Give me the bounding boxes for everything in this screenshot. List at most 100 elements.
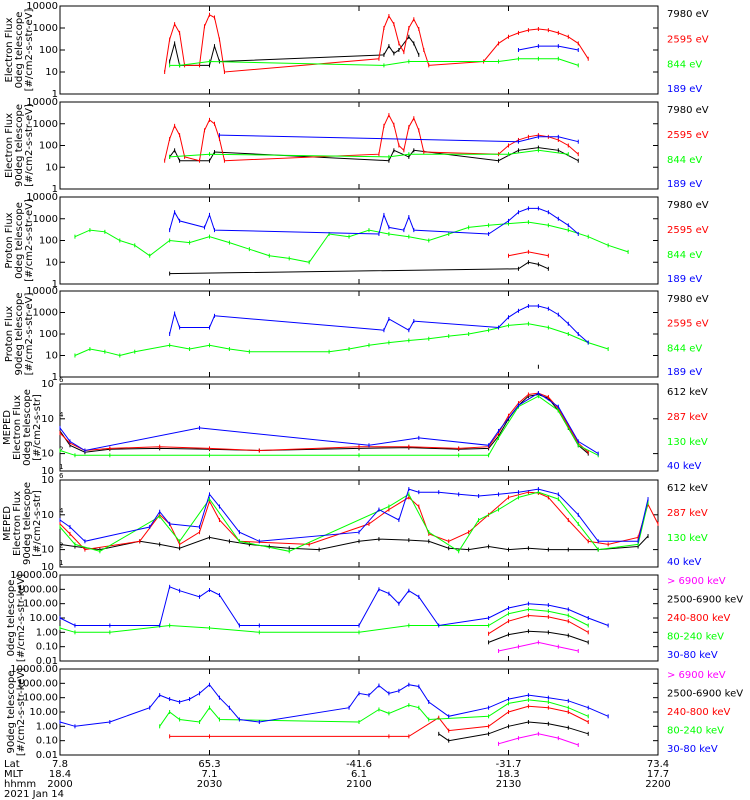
legend-entry: 189 eV bbox=[667, 367, 702, 378]
series-line bbox=[169, 147, 579, 162]
y-tick-label: 1000 bbox=[33, 23, 58, 34]
y-tick-label: 10 bbox=[41, 449, 54, 460]
legend-entry: 844 eV bbox=[667, 343, 702, 354]
y-tick-label: 0.10 bbox=[36, 736, 58, 747]
series-line bbox=[164, 14, 589, 73]
legend-entry: 80-240 keV bbox=[667, 632, 724, 643]
y-axis-label-line: MEPED bbox=[2, 410, 13, 445]
series-line bbox=[164, 113, 579, 162]
legend-entry: 844 eV bbox=[667, 60, 702, 71]
series-line bbox=[488, 614, 589, 635]
legend-entry: 189 eV bbox=[667, 274, 702, 285]
series-line bbox=[518, 45, 579, 51]
y-tick-label: 0.10 bbox=[36, 642, 58, 653]
y-axis-label-line: [#/cm2-s-str] bbox=[32, 490, 43, 557]
y-axis-label-line: 0deg telescope bbox=[14, 12, 25, 89]
series-line bbox=[159, 699, 589, 727]
y-tick-label: 100 bbox=[39, 45, 58, 56]
y-tick-label: 10 bbox=[41, 475, 54, 486]
y-tick-label: 10 bbox=[41, 545, 54, 556]
legend-entry: 2595 eV bbox=[667, 319, 709, 330]
legend-entry: 240-800 keV bbox=[667, 613, 731, 624]
legend-entry: 80-240 keV bbox=[667, 726, 724, 737]
x-tick-label-hhmm: 2000 bbox=[47, 779, 72, 790]
y-tick-label: 10000 bbox=[26, 286, 58, 297]
series-line bbox=[74, 221, 629, 263]
y-axis-label-line: [#/cm2-s-str-eV] bbox=[24, 293, 35, 376]
y-tick-exponent: 6 bbox=[59, 472, 64, 480]
y-axis-label-line: [#/cm2-s-str-eV] bbox=[24, 104, 35, 187]
x-date-label: 2021 Jan 14 bbox=[4, 789, 64, 800]
y-axis-label-line: Electron Flux bbox=[12, 395, 23, 460]
y-tick-exponent: 2 bbox=[59, 542, 63, 550]
y-axis-label-line: 0deg telescope bbox=[14, 202, 25, 279]
y-tick-label: 1.00 bbox=[36, 721, 58, 732]
y-axis-label-line: MEPED bbox=[2, 506, 13, 541]
y-tick-label: 100 bbox=[39, 329, 58, 340]
legend-entry: 2595 eV bbox=[667, 130, 709, 141]
panel-1: 1 10 100 1000 10000 Electron Flux 0deg telesco… bbox=[4, 1, 709, 100]
y-tick-label: 10000 bbox=[26, 192, 58, 203]
y-tick-label: 10.00 bbox=[29, 613, 58, 624]
y-tick-label: 10 bbox=[41, 510, 54, 521]
y-tick-label: 10.00 bbox=[29, 707, 58, 718]
legend-entry: 2595 eV bbox=[667, 34, 709, 45]
y-axis-label-line: [#/cm2-s-str-eV] bbox=[24, 199, 35, 282]
x-tick-label-lat: 7.8 bbox=[52, 759, 68, 770]
y-tick-label: 1 bbox=[52, 184, 58, 195]
y-axis-label-line: [#/cm2-s-str] bbox=[32, 394, 43, 461]
y-tick-label: 100.00 bbox=[23, 693, 58, 704]
legend-entry: 7980 eV bbox=[667, 294, 709, 305]
y-tick-exponent: 6 bbox=[59, 376, 64, 384]
y-tick-label: 0.01 bbox=[36, 656, 58, 667]
legend-entry: 40 keV bbox=[667, 461, 701, 472]
y-tick-exponent: 1 bbox=[59, 463, 63, 471]
legend-entry: 287 keV bbox=[667, 508, 708, 519]
y-axis-label-line: 90deg telescope bbox=[22, 482, 33, 565]
y-tick-label: 1 bbox=[52, 89, 58, 100]
x-row-label-lat: Lat bbox=[4, 759, 20, 770]
y-tick-label: 10 bbox=[45, 162, 58, 173]
y-tick-label: 10 bbox=[41, 562, 54, 573]
y-axis-label-line: [#/cm2-s-str-eV] bbox=[24, 9, 35, 92]
plot-frame bbox=[59, 574, 659, 662]
legend-entry: 287 keV bbox=[667, 412, 708, 423]
legend-entry: 844 eV bbox=[667, 250, 702, 261]
legend-entry: 2595 eV bbox=[667, 225, 709, 236]
y-tick-label: 1 bbox=[52, 372, 58, 383]
y-axis-label-line: Proton Flux bbox=[4, 212, 15, 268]
legend-entry: 7980 eV bbox=[667, 105, 709, 116]
series-line bbox=[74, 323, 609, 357]
y-tick-label: 1000 bbox=[33, 214, 58, 225]
legend-entry: 844 eV bbox=[667, 155, 702, 166]
series-line bbox=[59, 683, 609, 727]
series-line bbox=[169, 207, 579, 235]
panel-7: 0.01 0.10 1.00 10.00 100.00 1000.00 10000.000d… bbox=[6, 570, 743, 667]
y-tick-exponent: 4 bbox=[59, 411, 64, 419]
x-tick-label-mlt: 18.3 bbox=[497, 769, 519, 780]
legend-entry: > 6900 keV bbox=[667, 576, 726, 587]
x-tick-label-mlt: 7.1 bbox=[202, 769, 218, 780]
y-tick-label: 1000 bbox=[33, 308, 58, 319]
series-line bbox=[169, 58, 579, 66]
legend-entry: 2500-6900 keV bbox=[667, 595, 743, 606]
plot-frame bbox=[59, 479, 659, 568]
y-axis-label-line: 0deg telescope bbox=[22, 389, 33, 466]
legend-entry: 40 keV bbox=[667, 557, 701, 568]
legend-entry: 7980 eV bbox=[667, 200, 709, 211]
y-tick-exponent: 2 bbox=[59, 446, 63, 454]
series-line bbox=[59, 586, 609, 627]
y-tick-label: 10000.00 bbox=[10, 570, 58, 581]
y-tick-label: 10000 bbox=[26, 97, 58, 108]
panel-5: 10 1 10 2 10 4 10 6 MEPED Electron Flux 0deg teles… bbox=[2, 376, 708, 477]
legend-entry: 189 eV bbox=[667, 179, 702, 190]
legend-entry: 7980 eV bbox=[667, 9, 709, 20]
y-axis-label-line: Electron Flux bbox=[12, 491, 23, 556]
y-tick-label: 100 bbox=[39, 236, 58, 247]
series-line bbox=[59, 535, 649, 551]
y-tick-exponent: 4 bbox=[59, 507, 64, 515]
legend-entry: 612 keV bbox=[667, 483, 708, 494]
series-line bbox=[169, 261, 549, 275]
